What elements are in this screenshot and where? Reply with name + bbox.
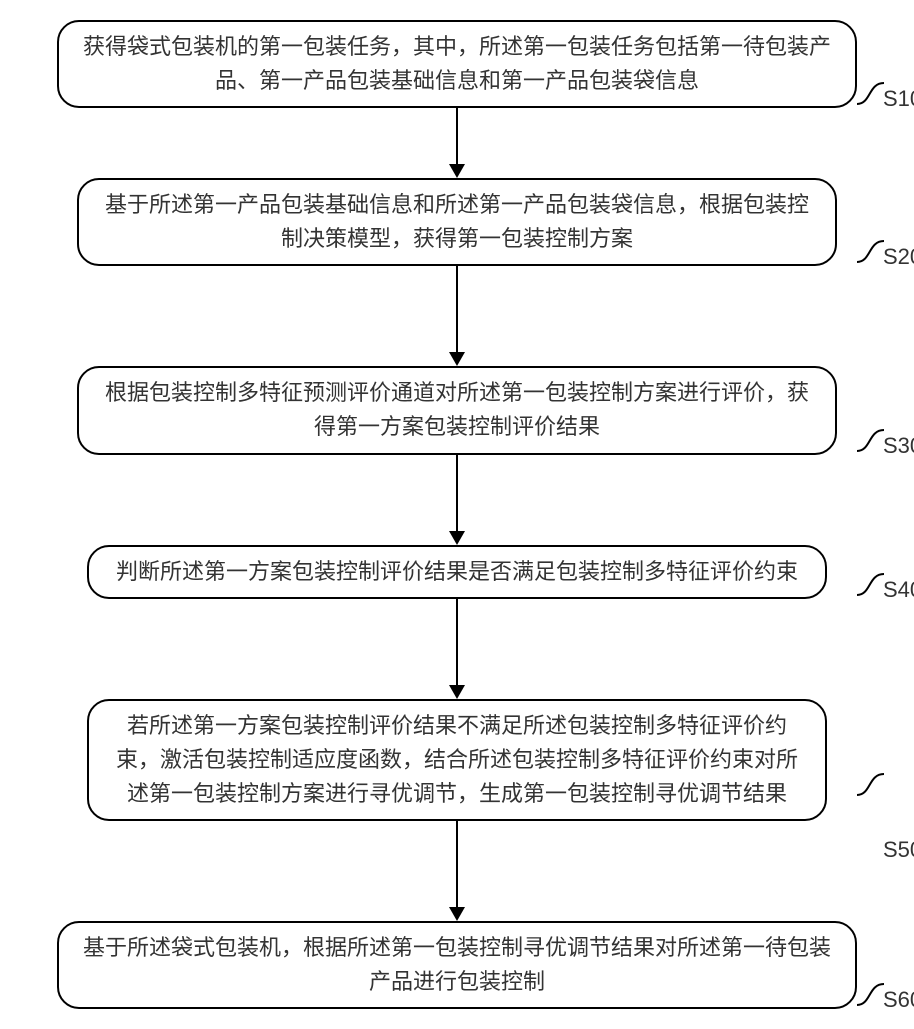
flow-arrow (442, 821, 472, 921)
step-connector-curve (857, 981, 885, 1007)
flow-step-box: 根据包装控制多特征预测评价通道对所述第一包装控制方案进行评价，获得第一方案包装控… (77, 366, 837, 454)
step-label: S100 (883, 86, 914, 112)
flow-arrow (442, 599, 472, 699)
step-label: S200 (883, 244, 914, 270)
flow-arrow (442, 266, 472, 366)
flow-step-box: 基于所述袋式包装机，根据所述第一包装控制寻优调节结果对所述第一待包装产品进行包装… (57, 921, 857, 1009)
flow-step-row: 基于所述第一产品包装基础信息和所述第一产品包装袋信息，根据包装控制决策模型，获得… (10, 178, 904, 266)
flow-step-box: 若所述第一方案包装控制评价结果不满足所述包装控制多特征评价约束，激活包装控制适应… (87, 699, 827, 821)
flowchart-container: 获得袋式包装机的第一包装任务，其中，所述第一包装任务包括第一待包装产品、第一产品… (10, 20, 904, 1009)
step-label: S500 (883, 837, 914, 863)
flow-step-box: 获得袋式包装机的第一包装任务，其中，所述第一包装任务包括第一待包装产品、第一产品… (57, 20, 857, 108)
flow-step-row: 基于所述袋式包装机，根据所述第一包装控制寻优调节结果对所述第一待包装产品进行包装… (10, 921, 904, 1009)
flow-step-row: 获得袋式包装机的第一包装任务，其中，所述第一包装任务包括第一待包装产品、第一产品… (10, 20, 904, 108)
step-label: S400 (883, 577, 914, 603)
flow-step-row: 若所述第一方案包装控制评价结果不满足所述包装控制多特征评价约束，激活包装控制适应… (10, 699, 904, 821)
flow-arrow (442, 455, 472, 545)
step-label: S600 (883, 987, 914, 1013)
step-connector-curve (857, 427, 885, 453)
step-connector-curve (857, 238, 885, 264)
step-connector-curve (857, 571, 885, 597)
flow-step-box: 基于所述第一产品包装基础信息和所述第一产品包装袋信息，根据包装控制决策模型，获得… (77, 178, 837, 266)
step-connector-curve (857, 771, 885, 797)
flow-step-box: 判断所述第一方案包装控制评价结果是否满足包装控制多特征评价约束 (87, 545, 827, 599)
step-connector-curve (857, 80, 885, 106)
flow-step-row: 判断所述第一方案包装控制评价结果是否满足包装控制多特征评价约束S400 (10, 545, 904, 599)
flow-step-row: 根据包装控制多特征预测评价通道对所述第一包装控制方案进行评价，获得第一方案包装控… (10, 366, 904, 454)
flow-arrow (442, 108, 472, 178)
step-label: S300 (883, 433, 914, 459)
